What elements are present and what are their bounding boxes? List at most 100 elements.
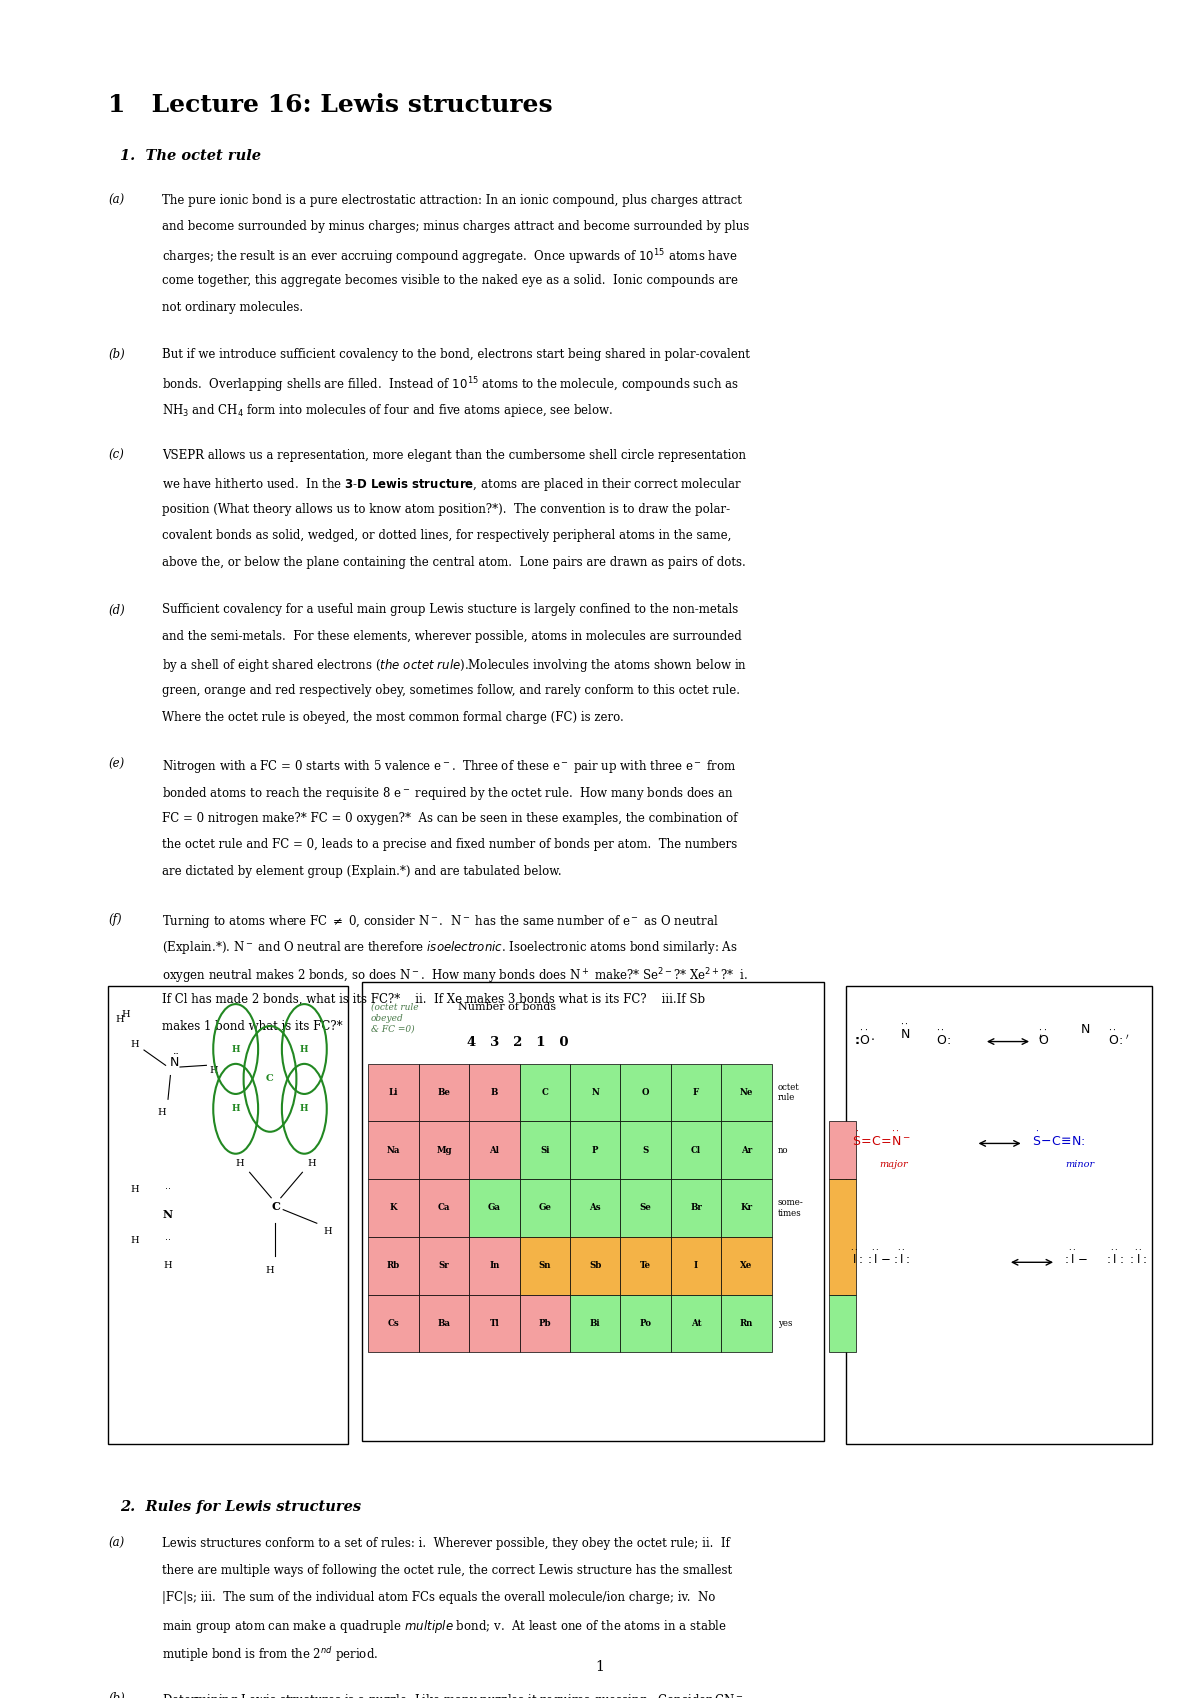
Bar [469, 1294, 520, 1352]
Text: 1: 1 [595, 1661, 605, 1674]
Text: covalent bonds as solid, wedged, or dotted lines, for respectively peripheral at: covalent bonds as solid, wedged, or dott… [162, 530, 731, 542]
Text: oxygen neutral makes 2 bonds, so does N$^-$.  How many bonds does N$^+$ make?* S: oxygen neutral makes 2 bonds, so does N$… [162, 966, 748, 987]
Bar [721, 1294, 772, 1352]
Bar [469, 1178, 520, 1236]
Text: (a): (a) [108, 1537, 125, 1550]
Text: Ca: Ca [438, 1204, 450, 1212]
Text: $\overset{\cdot\cdot}{\mathrm{I}}\!:\!\ \!:\!\overset{\cdot\cdot}{\mathrm{I}}\!-: $\overset{\cdot\cdot}{\mathrm{I}}\!:\!\ … [850, 1248, 910, 1267]
Text: bonds.  Overlapping shells are filled.  Instead of $10^{15}$ atoms to the molecu: bonds. Overlapping shells are filled. In… [162, 375, 739, 394]
Text: C: C [266, 1075, 274, 1083]
Bar [368, 1178, 419, 1236]
Text: 1.  The octet rule: 1. The octet rule [120, 149, 262, 163]
Text: and the semi-metals.  For these elements, wherever possible, atoms in molecules : and the semi-metals. For these elements,… [162, 630, 742, 644]
Text: C: C [541, 1088, 548, 1097]
Bar [671, 1294, 721, 1352]
Text: Determining Lewis structures is a puzzle. Like many puzzles it requires guessing: Determining Lewis structures is a puzzle… [162, 1691, 749, 1698]
Text: S: S [642, 1146, 649, 1155]
Text: H: H [323, 1228, 332, 1236]
Text: $:\!\overset{\cdot\cdot}{\mathrm{I}}\!-$: $:\!\overset{\cdot\cdot}{\mathrm{I}}\!-$ [1062, 1248, 1088, 1267]
Text: C: C [271, 1200, 281, 1212]
Text: $\overset{\cdot}{\mathrm{S}}\!-\!\mathrm{C}\!\equiv\!\mathrm{N}\!:$: $\overset{\cdot}{\mathrm{S}}\!-\!\mathrm… [1032, 1129, 1086, 1150]
Text: (Explain.*). N$^-$ and O neutral are therefore $\mathit{isoelectronic}$. Isoelec: (Explain.*). N$^-$ and O neutral are the… [162, 939, 738, 956]
Text: At: At [691, 1319, 701, 1328]
Text: |FC|s; iii.  The sum of the individual atom FCs equals the overall molecule/ion : |FC|s; iii. The sum of the individual at… [162, 1591, 715, 1605]
Bar [419, 1178, 469, 1236]
Bar [520, 1294, 570, 1352]
Text: Be: Be [438, 1088, 450, 1097]
Text: Tl: Tl [490, 1319, 499, 1328]
Text: Ar: Ar [740, 1146, 752, 1155]
Text: no: no [778, 1146, 788, 1155]
Text: $\overset{\cdot}{\mathrm{S}}\!=\!\mathrm{C}\!=\!\overset{\cdot\cdot}{\mathrm{N}}: $\overset{\cdot}{\mathrm{S}}\!=\!\mathrm… [852, 1129, 911, 1150]
Bar [469, 1063, 520, 1121]
Bar [671, 1063, 721, 1121]
Bar [368, 1121, 419, 1178]
Text: (e): (e) [108, 757, 125, 771]
Text: above the, or below the plane containing the central atom.  Lone pairs are drawn: above the, or below the plane containing… [162, 557, 745, 569]
Text: (b): (b) [108, 1691, 125, 1698]
Text: (d): (d) [108, 603, 125, 616]
Text: mutiple bond is from the 2$^{nd}$ period.: mutiple bond is from the 2$^{nd}$ period… [162, 1645, 378, 1664]
Text: Na: Na [386, 1146, 401, 1155]
Text: H: H [235, 1160, 245, 1168]
Text: (a): (a) [108, 194, 125, 207]
Bar [620, 1294, 671, 1352]
Bar [671, 1121, 721, 1178]
Text: $\ddot{\mathrm{N}}$: $\ddot{\mathrm{N}}$ [169, 1054, 179, 1070]
Text: Cs: Cs [388, 1319, 400, 1328]
Text: Bi: Bi [590, 1319, 600, 1328]
Text: yes: yes [778, 1319, 792, 1328]
Text: bonded atoms to reach the requisite 8 e$^-$ required by the octet rule.  How man: bonded atoms to reach the requisite 8 e$… [162, 784, 734, 801]
Bar [570, 1121, 620, 1178]
Text: H: H [115, 1015, 125, 1024]
Text: H: H [130, 1236, 139, 1245]
Text: Sufficient covalency for a useful main group Lewis stucture is largely confined : Sufficient covalency for a useful main g… [162, 603, 738, 616]
Text: The pure ionic bond is a pure electrostatic attraction: In an ionic compound, pl: The pure ionic bond is a pure electrosta… [162, 194, 742, 207]
Text: $\overset{\cdot\cdot}{\mathrm{N}}$: $\overset{\cdot\cdot}{\mathrm{N}}$ [900, 1022, 910, 1043]
Text: H: H [130, 1041, 139, 1049]
Text: Ge: Ge [539, 1204, 551, 1212]
Text: green, orange and red respectively obey, sometimes follow, and rarely conform to: green, orange and red respectively obey,… [162, 684, 740, 696]
Text: Where the octet rule is obeyed, the most common formal charge (FC) is zero.: Where the octet rule is obeyed, the most… [162, 711, 624, 723]
Text: Se: Se [640, 1204, 652, 1212]
Bar [721, 1236, 772, 1294]
Text: O: O [642, 1088, 649, 1097]
Text: ··: ·· [166, 1184, 172, 1194]
Text: FC = 0 nitrogen make?* FC = 0 oxygen?*  As can be seen in these examples, the co: FC = 0 nitrogen make?* FC = 0 oxygen?* A… [162, 812, 738, 825]
Text: Kr: Kr [740, 1204, 752, 1212]
Bar [368, 1294, 419, 1352]
Bar [620, 1178, 671, 1236]
Text: Sb: Sb [589, 1262, 601, 1270]
Bar [419, 1236, 469, 1294]
Text: $\overset{\cdot\cdot}{\mathrm{O}}\!:'$: $\overset{\cdot\cdot}{\mathrm{O}}\!:'$ [1108, 1027, 1129, 1048]
Text: Sn: Sn [539, 1262, 551, 1270]
Bar [570, 1294, 620, 1352]
Text: position (What theory allows us to know atom position?*).  The convention is to : position (What theory allows us to know … [162, 503, 730, 516]
Text: main group atom can make a quadruple $\mathit{multiple}$ bond; v.  At least one : main group atom can make a quadruple $\m… [162, 1618, 727, 1635]
Text: Si: Si [540, 1146, 550, 1155]
Bar [520, 1063, 570, 1121]
Text: P: P [592, 1146, 599, 1155]
Text: As: As [589, 1204, 601, 1212]
Text: some-
times: some- times [778, 1199, 803, 1217]
Text: minor: minor [1066, 1160, 1094, 1170]
Bar [520, 1121, 570, 1178]
Text: are dictated by element group (Explain.*) and are tabulated below.: are dictated by element group (Explain.*… [162, 866, 562, 878]
Text: $\overset{\cdot\cdot}{\mathrm{O}}\!:$: $\overset{\cdot\cdot}{\mathrm{O}}\!:$ [936, 1027, 950, 1048]
Text: 1   Lecture 16: Lewis structures: 1 Lecture 16: Lewis structures [108, 93, 553, 117]
Text: NH$_3$ and CH$_4$ form into molecules of four and five atoms apiece, see below.: NH$_3$ and CH$_4$ form into molecules of… [162, 402, 613, 419]
Text: (octet rule
obeyed
& FC =0): (octet rule obeyed & FC =0) [371, 1002, 419, 1034]
Bar [368, 1236, 419, 1294]
Text: Cl: Cl [691, 1146, 701, 1155]
Text: H: H [300, 1104, 308, 1114]
Bar [469, 1121, 520, 1178]
Text: Te: Te [640, 1262, 652, 1270]
Text: I: I [694, 1262, 698, 1270]
Text: ··: ·· [166, 1234, 172, 1245]
Bar [829, 1178, 856, 1294]
Text: $\mathbf{:\!}\overset{\cdot\cdot}{\mathrm{O}}\!\cdot$: $\mathbf{:\!}\overset{\cdot\cdot}{\mathr… [852, 1027, 875, 1048]
Bar [469, 1236, 520, 1294]
Text: B: B [491, 1088, 498, 1097]
Text: Lewis structures conform to a set of rules: i.  Wherever possible, they obey the: Lewis structures conform to a set of rul… [162, 1537, 730, 1550]
Bar [570, 1178, 620, 1236]
